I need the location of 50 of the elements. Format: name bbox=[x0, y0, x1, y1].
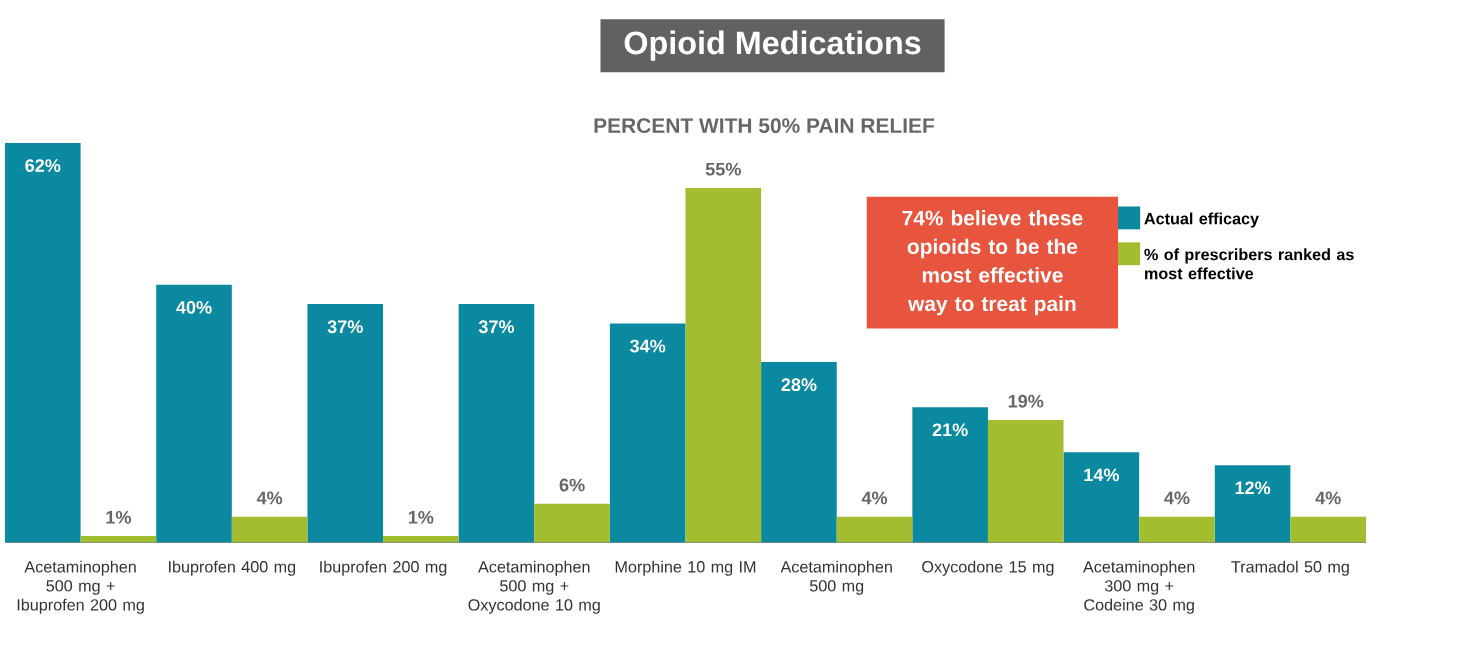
data-label: 40% bbox=[176, 300, 212, 314]
x-tick-label: Ibuprofen 400 mg bbox=[169, 560, 296, 576]
data-label: 55% bbox=[705, 162, 741, 176]
x-tick-label: Oxycodone 15 mg bbox=[922, 560, 1054, 576]
data-label: 4% bbox=[861, 491, 888, 505]
bar bbox=[534, 503, 610, 543]
bar bbox=[836, 516, 913, 543]
data-label: 4% bbox=[1164, 491, 1190, 505]
data-label: 21% bbox=[932, 423, 968, 437]
data-label: 4% bbox=[1315, 491, 1341, 505]
data-label: 34% bbox=[630, 339, 666, 353]
data-label: 28% bbox=[781, 378, 817, 391]
x-tick-label: Morphine 10 mg IM bbox=[615, 560, 756, 576]
bar bbox=[761, 361, 837, 543]
x-tick-label: Acetaminophen 300 mg + Codeine 30 mg bbox=[1082, 560, 1195, 614]
x-tick-label: Acetaminophen 500 mg + Oxycodone 10 mg bbox=[468, 560, 600, 614]
data-label: 1% bbox=[408, 510, 434, 524]
legend-label: Actual efficacy bbox=[1144, 212, 1259, 228]
data-label: 14% bbox=[1084, 468, 1119, 482]
x-tick-label: Acetaminophen 500 mg + Ibuprofen 200 mg bbox=[17, 560, 144, 614]
chart-title: Opioid Medications bbox=[624, 30, 921, 61]
x-tick-label: Tramadol 50 mg bbox=[1231, 560, 1349, 576]
x-tick-label: Acetaminophen 500 mg bbox=[780, 560, 892, 595]
bar bbox=[307, 303, 384, 543]
bar bbox=[458, 303, 535, 543]
bar bbox=[1214, 465, 1291, 543]
bar bbox=[156, 284, 232, 543]
data-label: 4% bbox=[256, 491, 283, 505]
bar bbox=[1139, 516, 1215, 543]
bar bbox=[231, 516, 308, 543]
x-tick-label: Ibuprofen 200 mg bbox=[320, 560, 447, 576]
bar bbox=[80, 535, 157, 543]
data-label: 12% bbox=[1235, 481, 1271, 495]
bar bbox=[912, 407, 988, 543]
bar bbox=[685, 187, 762, 543]
bar bbox=[1063, 452, 1140, 543]
chart-subtitle: PERCENT WITH 50% PAIN RELIEF bbox=[594, 118, 935, 133]
bar bbox=[609, 323, 686, 543]
bar bbox=[987, 419, 1064, 543]
data-label: 1% bbox=[106, 510, 131, 524]
bar bbox=[383, 535, 459, 543]
legend-label: % of prescribers ranked as most effective bbox=[1144, 248, 1354, 280]
data-label: 6% bbox=[559, 478, 585, 492]
data-label: 37% bbox=[478, 320, 515, 333]
bar bbox=[4, 142, 81, 543]
bar bbox=[1290, 516, 1367, 543]
data-label: 19% bbox=[1008, 394, 1044, 408]
annotation: 74% believe these opioids to be the most effective way to treat pain bbox=[902, 209, 1083, 316]
data-label: 37% bbox=[327, 320, 363, 333]
data-label: 62% bbox=[25, 158, 61, 172]
